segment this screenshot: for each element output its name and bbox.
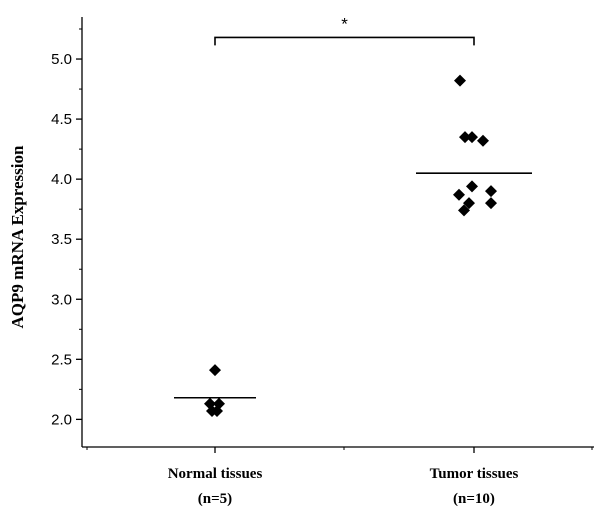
text-layer: AQP9 mRNA Expression 2.0 2.5 3.0 3.5 4.0 4.5 5… — [8, 14, 519, 507]
data-point — [458, 204, 470, 217]
y-tick-label: 4.5 — [51, 111, 72, 128]
y-tick-label: 2.5 — [51, 351, 72, 368]
data-point — [466, 131, 478, 144]
data-point — [463, 197, 475, 210]
y-tick-label: 4.0 — [51, 171, 72, 188]
x-category-n-label: (n=5) — [198, 491, 232, 507]
data-point — [211, 404, 223, 417]
data-point — [466, 180, 478, 193]
y-tick-label: 3.0 — [51, 291, 72, 308]
x-category-label: Tumor tissues — [430, 466, 519, 482]
data-point — [453, 188, 465, 201]
data-point — [485, 197, 497, 210]
marks-layer — [174, 36, 532, 417]
y-axis-label: AQP9 mRNA Expression — [8, 145, 27, 328]
data-point — [459, 131, 471, 144]
data-point — [454, 74, 466, 87]
x-category-label: Normal tissues — [168, 466, 263, 482]
axis-layer — [76, 17, 594, 453]
y-tick-label: 2.0 — [51, 411, 72, 428]
data-point — [209, 364, 221, 377]
y-tick-label: 3.5 — [51, 231, 72, 248]
data-point — [477, 134, 489, 147]
significance-label: * — [341, 14, 348, 33]
data-point — [485, 185, 497, 198]
x-category-n-label: (n=10) — [453, 491, 495, 507]
significance-bracket — [214, 36, 475, 46]
y-tick-label: 5.0 — [51, 51, 72, 68]
